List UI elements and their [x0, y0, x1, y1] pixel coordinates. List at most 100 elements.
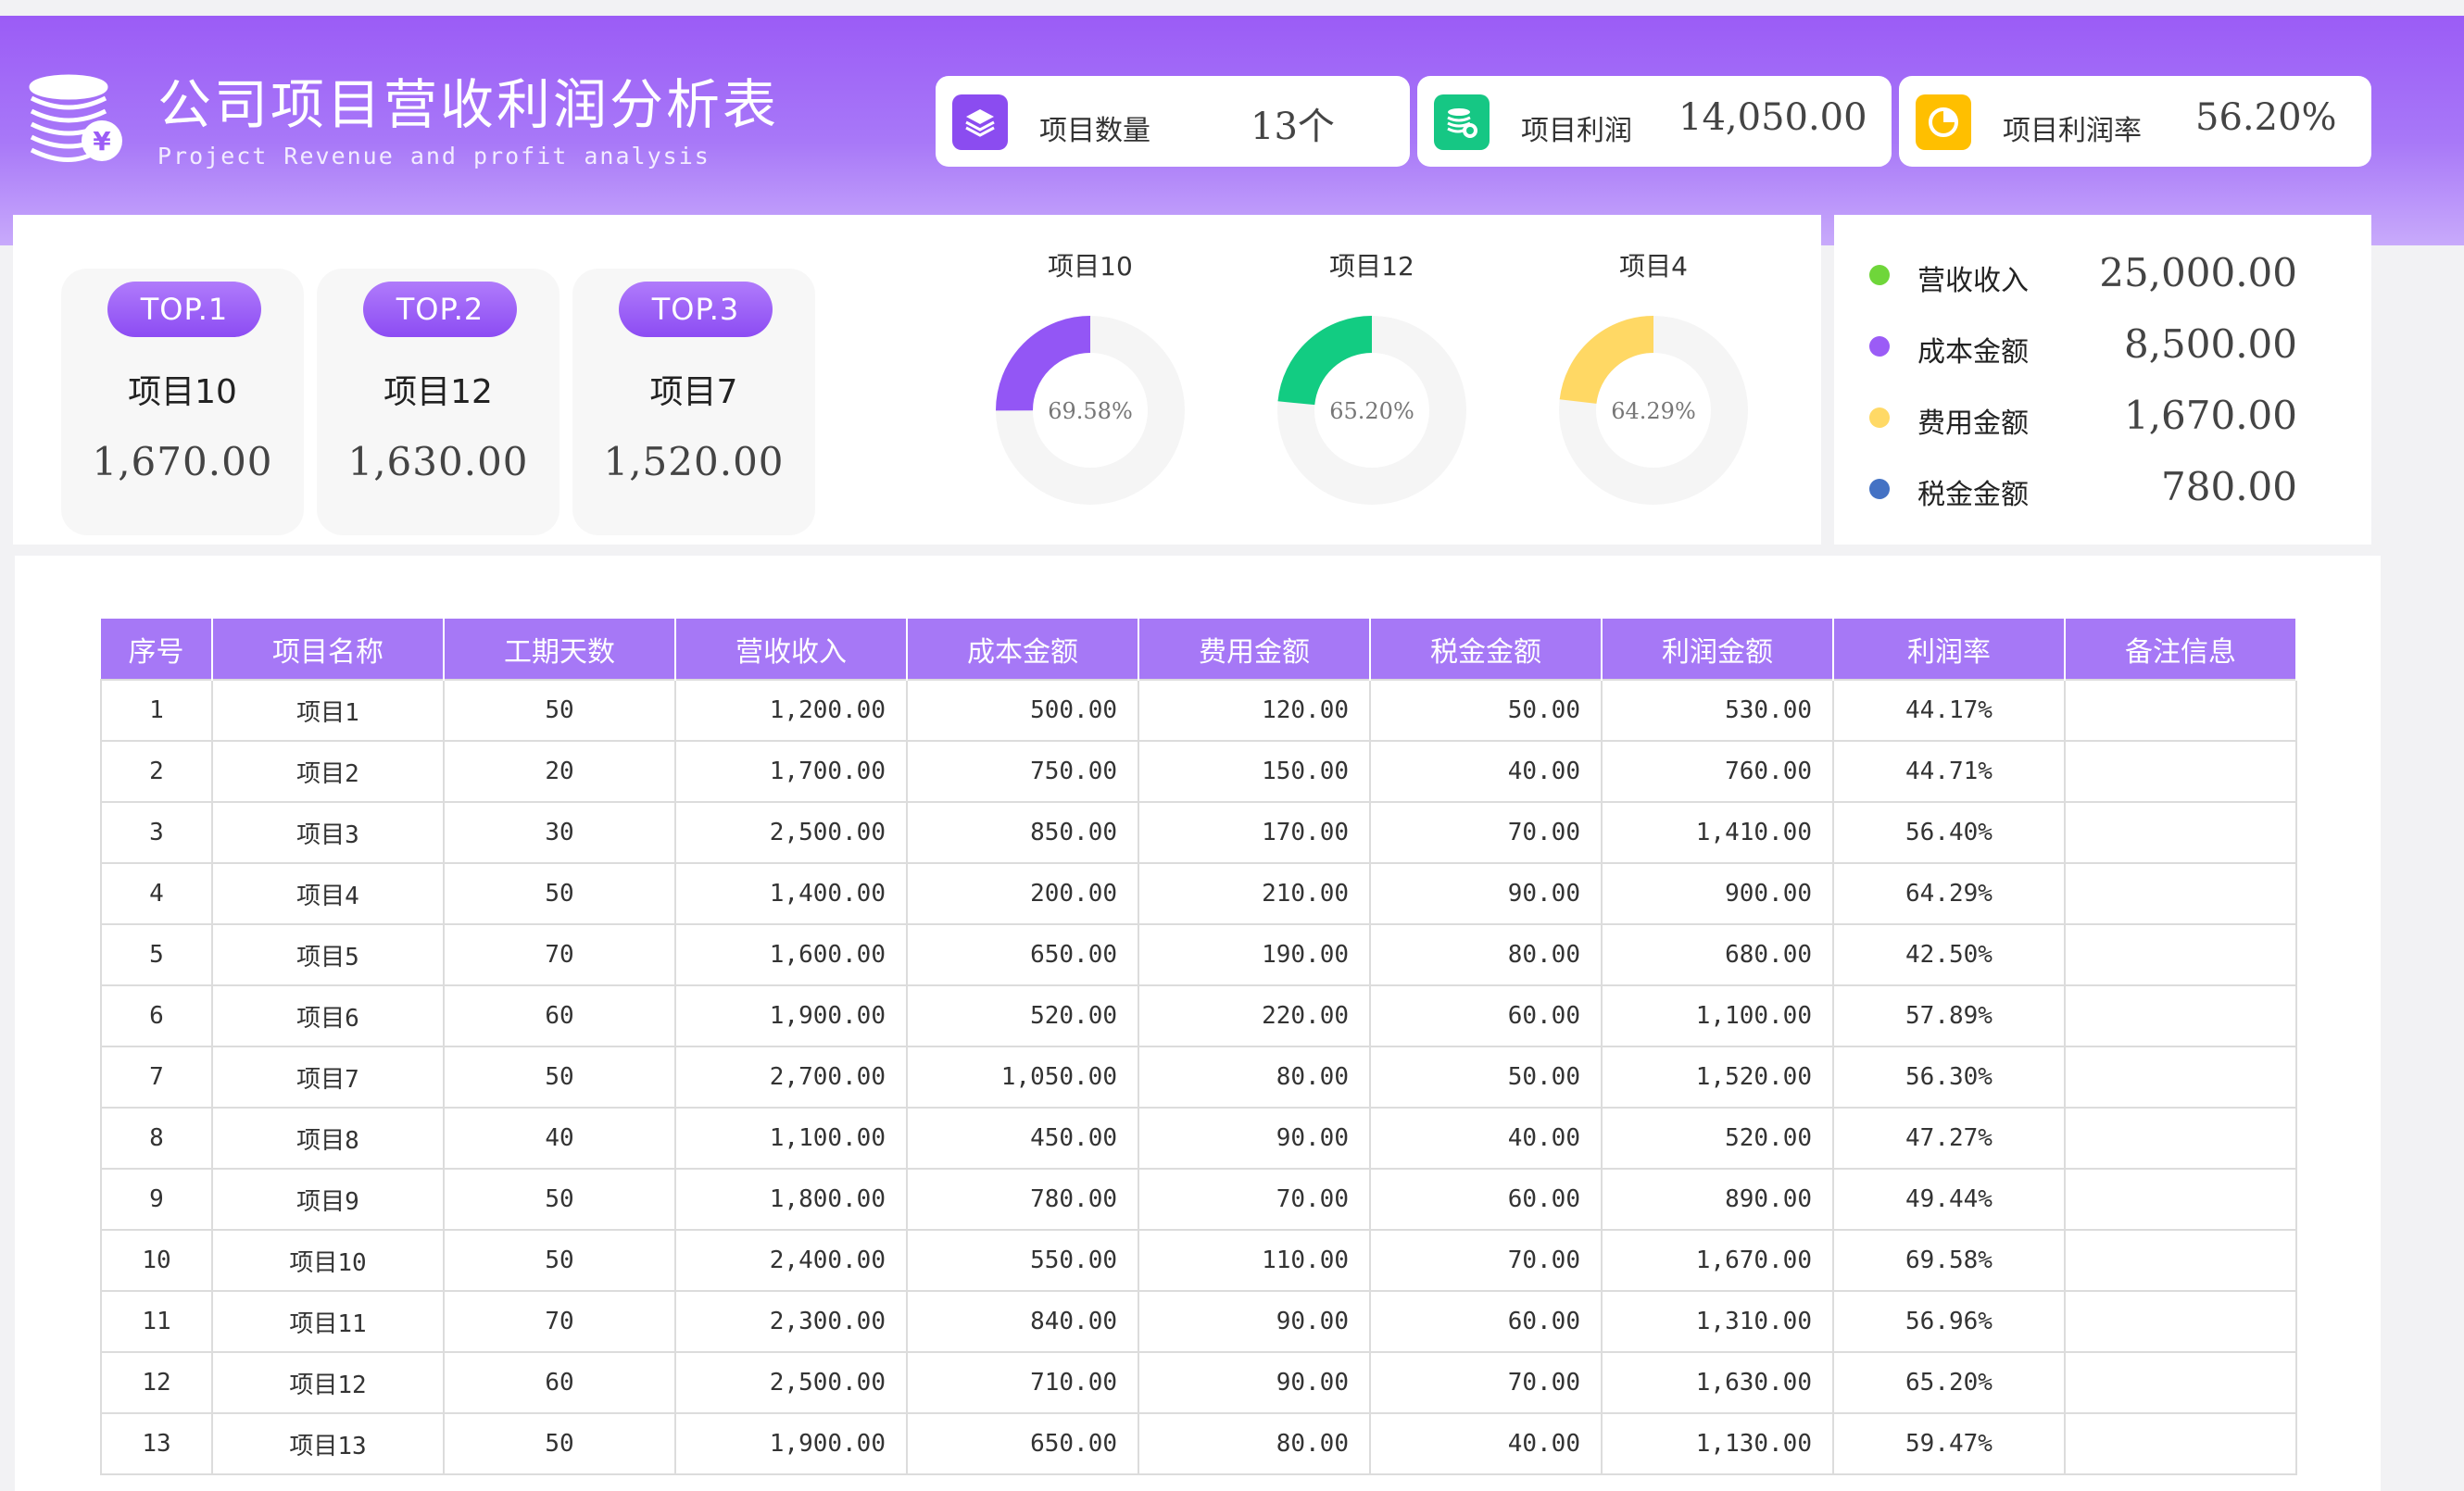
table-cell[interactable]: 50.00	[1369, 1046, 1603, 1109]
table-cell[interactable]	[2064, 923, 2297, 986]
table-cell[interactable]: 项目4	[211, 862, 445, 925]
table-cell[interactable]: 70.00	[1369, 1229, 1603, 1292]
table-cell[interactable]: 项目12	[211, 1351, 445, 1414]
table-cell[interactable]: 项目7	[211, 1046, 445, 1109]
table-cell[interactable]: 90.00	[1138, 1351, 1371, 1414]
table-cell[interactable]: 60	[443, 1351, 676, 1414]
table-cell[interactable]: 150.00	[1138, 740, 1371, 803]
table-cell[interactable]: 200.00	[906, 862, 1139, 925]
table-cell[interactable]	[2064, 1107, 2297, 1170]
table-cell[interactable]: 1,050.00	[906, 1046, 1139, 1109]
table-cell[interactable]: 1,900.00	[674, 984, 908, 1047]
column-header[interactable]: 利润率	[1833, 619, 2066, 680]
table-cell[interactable]: 40.00	[1369, 1412, 1603, 1475]
table-cell[interactable]: 190.00	[1138, 923, 1371, 986]
column-header[interactable]: 成本金额	[907, 619, 1139, 680]
table-cell[interactable]: 1,200.00	[674, 679, 908, 742]
table-cell[interactable]: 520.00	[1601, 1107, 1834, 1170]
table-cell[interactable]: 1	[100, 679, 213, 742]
table-cell[interactable]: 850.00	[906, 801, 1139, 864]
table-cell[interactable]: 13	[100, 1412, 213, 1475]
table-cell[interactable]: 64.29%	[1832, 862, 2066, 925]
table-cell[interactable]: 7	[100, 1046, 213, 1109]
table-cell[interactable]: 80.00	[1369, 923, 1603, 986]
table-cell[interactable]: 2,500.00	[674, 1351, 908, 1414]
table-cell[interactable]: 90.00	[1369, 862, 1603, 925]
table-cell[interactable]: 20	[443, 740, 676, 803]
table-cell[interactable]: 项目11	[211, 1290, 445, 1353]
table-cell[interactable]	[2064, 1229, 2297, 1292]
table-cell[interactable]: 50	[443, 1412, 676, 1475]
table-cell[interactable]: 1,600.00	[674, 923, 908, 986]
table-cell[interactable]: 760.00	[1601, 740, 1834, 803]
table-cell[interactable]: 60.00	[1369, 1168, 1603, 1231]
table-cell[interactable]: 220.00	[1138, 984, 1371, 1047]
table-cell[interactable]: 50.00	[1369, 679, 1603, 742]
column-header[interactable]: 税金金额	[1370, 619, 1603, 680]
table-cell[interactable]	[2064, 1046, 2297, 1109]
table-cell[interactable]	[2064, 1168, 2297, 1231]
table-cell[interactable]: 90.00	[1138, 1290, 1371, 1353]
table-cell[interactable]: 2,300.00	[674, 1290, 908, 1353]
table-cell[interactable]: 项目8	[211, 1107, 445, 1170]
table-cell[interactable]: 44.17%	[1832, 679, 2066, 742]
table-cell[interactable]: 项目3	[211, 801, 445, 864]
table-cell[interactable]	[2064, 801, 2297, 864]
table-cell[interactable]: 4	[100, 862, 213, 925]
table-cell[interactable]: 50	[443, 862, 676, 925]
table-cell[interactable]: 80.00	[1138, 1046, 1371, 1109]
table-cell[interactable]	[2064, 740, 2297, 803]
table-cell[interactable]: 1,410.00	[1601, 801, 1834, 864]
table-cell[interactable]: 500.00	[906, 679, 1139, 742]
table-cell[interactable]: 1,800.00	[674, 1168, 908, 1231]
table-cell[interactable]: 10	[100, 1229, 213, 1292]
table-cell[interactable]: 1,310.00	[1601, 1290, 1834, 1353]
table-cell[interactable]	[2064, 984, 2297, 1047]
table-cell[interactable]: 50	[443, 1229, 676, 1292]
table-cell[interactable]: 项目6	[211, 984, 445, 1047]
table-cell[interactable]: 6	[100, 984, 213, 1047]
table-cell[interactable]: 1,700.00	[674, 740, 908, 803]
table-cell[interactable]: 项目1	[211, 679, 445, 742]
table-cell[interactable]: 56.40%	[1832, 801, 2066, 864]
table-cell[interactable]: 30	[443, 801, 676, 864]
table-cell[interactable]: 3	[100, 801, 213, 864]
table-cell[interactable]: 2,700.00	[674, 1046, 908, 1109]
table-cell[interactable]: 650.00	[906, 1412, 1139, 1475]
table-cell[interactable]: 650.00	[906, 923, 1139, 986]
table-cell[interactable]: 60	[443, 984, 676, 1047]
table-cell[interactable]: 120.00	[1138, 679, 1371, 742]
table-cell[interactable]: 1,630.00	[1601, 1351, 1834, 1414]
table-cell[interactable]: 44.71%	[1832, 740, 2066, 803]
table-cell[interactable]	[2064, 1351, 2297, 1414]
table-cell[interactable]	[2064, 1412, 2297, 1475]
column-header[interactable]: 营收收入	[675, 619, 908, 680]
table-cell[interactable]	[2064, 679, 2297, 742]
column-header[interactable]: 费用金额	[1138, 619, 1371, 680]
table-cell[interactable]: 49.44%	[1832, 1168, 2066, 1231]
table-cell[interactable]: 60.00	[1369, 1290, 1603, 1353]
table-cell[interactable]: 项目5	[211, 923, 445, 986]
table-cell[interactable]: 69.58%	[1832, 1229, 2066, 1292]
table-cell[interactable]: 170.00	[1138, 801, 1371, 864]
table-cell[interactable]: 1,100.00	[674, 1107, 908, 1170]
table-cell[interactable]: 70.00	[1369, 801, 1603, 864]
table-cell[interactable]: 9	[100, 1168, 213, 1231]
table-cell[interactable]: 5	[100, 923, 213, 986]
table-cell[interactable]: 50	[443, 1046, 676, 1109]
table-cell[interactable]	[2064, 1290, 2297, 1353]
table-cell[interactable]: 56.30%	[1832, 1046, 2066, 1109]
table-cell[interactable]: 710.00	[906, 1351, 1139, 1414]
table-cell[interactable]: 项目10	[211, 1229, 445, 1292]
table-cell[interactable]: 8	[100, 1107, 213, 1170]
table-cell[interactable]: 1,100.00	[1601, 984, 1834, 1047]
table-cell[interactable]: 40.00	[1369, 1107, 1603, 1170]
table-cell[interactable]: 47.27%	[1832, 1107, 2066, 1170]
table-cell[interactable]: 70.00	[1369, 1351, 1603, 1414]
table-cell[interactable]: 450.00	[906, 1107, 1139, 1170]
table-cell[interactable]: 1,130.00	[1601, 1412, 1834, 1475]
table-cell[interactable]: 2,500.00	[674, 801, 908, 864]
table-cell[interactable]: 520.00	[906, 984, 1139, 1047]
table-cell[interactable]: 90.00	[1138, 1107, 1371, 1170]
table-cell[interactable]: 80.00	[1138, 1412, 1371, 1475]
